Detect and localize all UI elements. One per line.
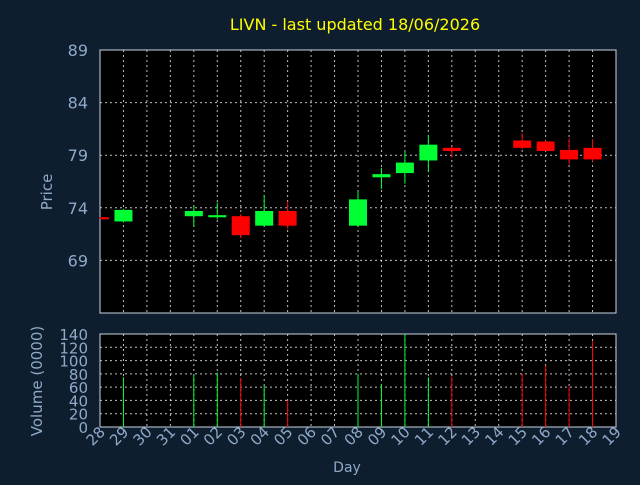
- candle-body: [114, 209, 133, 222]
- price-ytick-label: 69: [68, 251, 88, 270]
- candle-body: [278, 210, 297, 226]
- candle-body: [208, 215, 227, 218]
- candle-body: [372, 174, 391, 178]
- volume-axis-label: Volume (0000): [28, 326, 46, 436]
- candle-body: [349, 199, 367, 226]
- candle-body: [560, 149, 579, 160]
- volume-ytick-label: 60: [69, 379, 88, 397]
- volume-ytick-label: 140: [59, 326, 88, 344]
- candle-body: [536, 141, 555, 151]
- candle-body: [100, 217, 109, 220]
- price-frame: [99, 49, 617, 314]
- candle-body: [513, 140, 532, 148]
- candle-body: [231, 216, 250, 236]
- price-ytick-label: 89: [68, 41, 88, 60]
- volume-ytick-label: 0: [78, 419, 88, 437]
- candle-body: [255, 210, 274, 226]
- volume-ytick-label: 40: [69, 392, 88, 410]
- price-ytick-label: 74: [68, 199, 88, 218]
- volume-ytick-label: 120: [59, 339, 88, 357]
- candle-body: [442, 147, 461, 151]
- price-axis-label: Price: [38, 174, 56, 211]
- price-panel: 89 84 79 74 69: [68, 41, 617, 314]
- price-ytick-label: 84: [68, 94, 88, 113]
- price-ytick-label: 79: [68, 146, 88, 165]
- chart-title: LIVN - last updated 18/06/2026: [230, 15, 480, 34]
- candle-body: [583, 147, 602, 160]
- volume-ytick-label: 20: [69, 406, 88, 424]
- candle-body: [184, 210, 203, 217]
- volume-ytick-label: 100: [59, 353, 88, 371]
- x-axis-label: Day: [333, 460, 361, 476]
- volume-ytick-label: 80: [69, 366, 88, 384]
- candle-body: [395, 162, 414, 174]
- candle-body: [419, 144, 438, 161]
